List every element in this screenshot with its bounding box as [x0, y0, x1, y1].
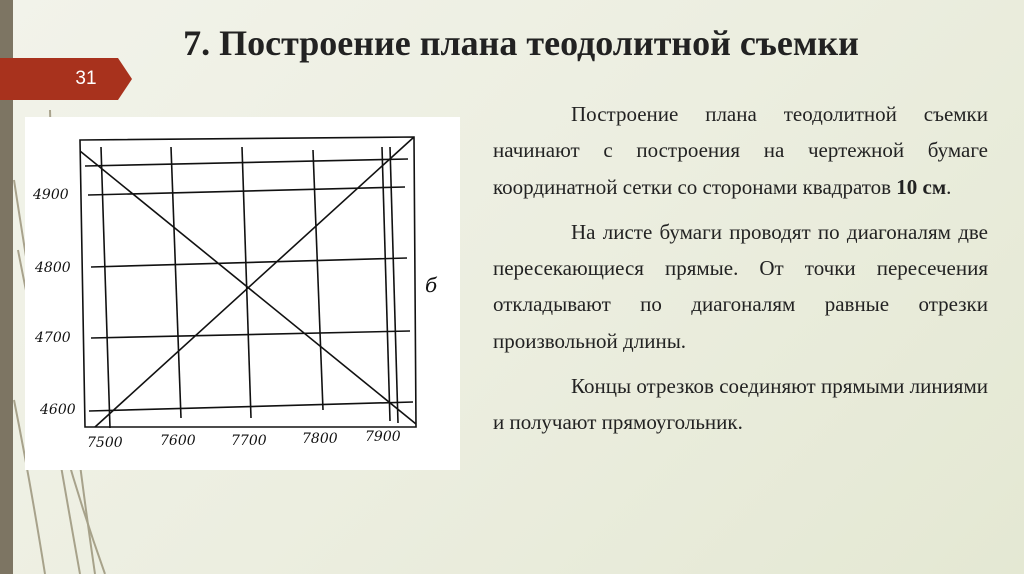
side-label: б — [425, 273, 438, 297]
slide-number-ribbon — [0, 58, 132, 100]
grid-line-v — [100, 146, 111, 429]
grid-line-v — [389, 146, 399, 424]
grid-size: 10 см — [896, 174, 947, 199]
grid-line-h — [84, 158, 409, 167]
grid-frame — [79, 136, 417, 428]
x-label: 7900 — [365, 429, 401, 445]
y-label: 4600 — [39, 402, 76, 418]
x-label: 7600 — [160, 433, 196, 449]
grid-line-v — [312, 149, 324, 411]
y-label: 4700 — [34, 330, 71, 346]
paragraph: Построение плана теодолитной съемки начи… — [493, 96, 988, 205]
grid-drawing: 4900 4800 4700 4600 7500 7600 7700 7800 … — [32, 136, 438, 451]
coordinate-grid-figure: 4900 4800 4700 4600 7500 7600 7700 7800 … — [25, 117, 460, 470]
sidebar-stripe — [0, 0, 13, 574]
slide-title: 7. Построение плана теодолитной съемки — [183, 23, 859, 63]
grid-line-h — [87, 186, 406, 196]
x-label: 7500 — [87, 435, 123, 451]
paragraph: Концы отрезков соединяют прямыми линиями… — [493, 374, 988, 435]
y-label: 4900 — [32, 187, 69, 203]
grid-line-v — [170, 146, 182, 419]
diagonal-line — [94, 136, 415, 428]
grid-line-v — [241, 146, 252, 419]
paragraph-text: Построение плана теодолитной съемки начи… — [493, 102, 988, 199]
grid-line-v — [381, 146, 391, 422]
body-text: Построение плана теодолитной съемки начи… — [493, 96, 988, 450]
x-label: 7700 — [231, 433, 267, 449]
paragraph-text: . — [946, 174, 952, 199]
grid-line-h — [90, 330, 411, 339]
x-label: 7800 — [302, 431, 338, 447]
paragraph: На листе бумаги проводят по диагоналям д… — [493, 219, 988, 353]
y-label: 4800 — [34, 260, 71, 276]
grid-line-h — [90, 257, 408, 268]
slide-number: 31 — [75, 68, 97, 89]
